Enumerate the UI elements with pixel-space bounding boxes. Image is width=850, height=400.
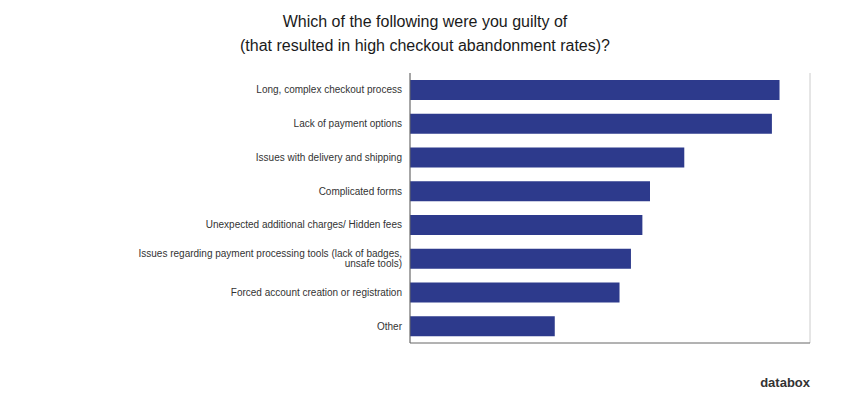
svg-text:Complicated forms: Complicated forms <box>319 186 402 197</box>
svg-text:Forced account creation or reg: Forced account creation or registration <box>231 287 402 298</box>
html-text:(that resulted in high checkou: (that resulted in high checkout abandonm… <box>240 37 610 54</box>
svg-text:Issues regarding payment proce: Issues regarding payment processing tool… <box>139 248 402 269</box>
html-text:Which of the following were yo: Which of the following were you guilty o… <box>282 13 568 30</box>
svg-text:Other: Other <box>377 321 403 332</box>
svg-text:Long, complex checkout process: Long, complex checkout process <box>256 84 402 95</box>
html-text:databox: databox <box>760 375 810 390</box>
svg-text:Unexpected additional charges/: Unexpected additional charges/ Hidden fe… <box>206 219 402 230</box>
svg-text:Issues with delivery and shipp: Issues with delivery and shipping <box>256 152 402 163</box>
svg-text:Lack of payment options: Lack of payment options <box>294 118 402 129</box>
